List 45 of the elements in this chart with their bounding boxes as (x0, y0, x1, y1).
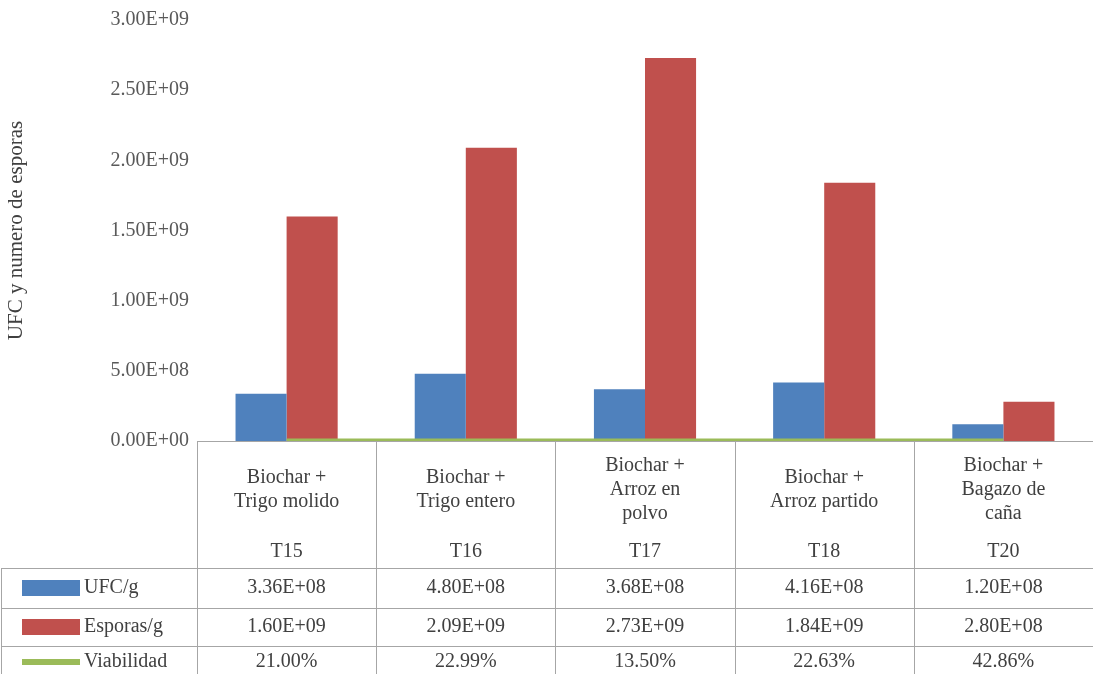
data-label: 3.68E+08 (605, 575, 685, 598)
y-tick-label: 0.00E+00 (110, 428, 189, 451)
text: T16 (449, 539, 482, 562)
y-tick-label: 2.00E+09 (110, 147, 189, 170)
bar (645, 57, 697, 441)
bar (465, 147, 517, 441)
text: T15 (270, 539, 303, 562)
data-label: 3.36E+08 (247, 575, 326, 598)
text: T17 (628, 539, 662, 562)
x-tick-label: Biochar + Arroz en polvo (605, 453, 685, 525)
y-tick-label: 3.00E+09 (110, 7, 189, 30)
data-label: 22.99% (434, 649, 497, 672)
y-tick-label: 1.50E+09 (110, 217, 189, 240)
bar (824, 182, 876, 441)
text: T20 (987, 539, 1020, 562)
x-tick-label: Biochar + Trigo molido (233, 465, 340, 513)
data-label: 2.73E+09 (605, 614, 685, 637)
y-tick-label: 5.00E+08 (110, 358, 189, 381)
x-tick-label: Biochar + Trigo entero (416, 465, 516, 513)
data-label: 13.50% (614, 649, 676, 672)
data-label: 2.80E+08 (964, 614, 1043, 637)
data-label: 4.80E+08 (426, 575, 506, 598)
y-tick-label: 1.00E+09 (110, 287, 189, 310)
legend-label: Viabilidad (84, 649, 168, 672)
y-axis-title: UFC y numero de esporas (3, 120, 28, 341)
data-label: 1.20E+08 (964, 575, 1043, 598)
data-label: 42.86% (972, 649, 1035, 672)
data-label: 2.09E+09 (426, 614, 506, 637)
data-label: 21.00% (255, 649, 318, 672)
bar (414, 373, 466, 441)
data-label: 4.16E+08 (784, 575, 864, 598)
data-label: 22.63% (793, 649, 856, 672)
bar (773, 382, 825, 441)
legend-label: UFC/g (84, 575, 139, 599)
legend-label: Esporas/g (84, 614, 163, 638)
data-label: 1.84E+09 (784, 614, 864, 637)
x-tick-label: Biochar + Bagazo de caña (961, 453, 1046, 524)
bar (286, 216, 338, 441)
y-tick-label: 2.50E+09 (110, 77, 189, 100)
bar (235, 393, 287, 441)
x-tick-label: Biochar + Arroz partido (770, 465, 879, 513)
bar (1003, 401, 1055, 441)
text: T18 (808, 539, 841, 562)
bar (593, 389, 645, 441)
data-label: 1.60E+09 (247, 614, 326, 637)
